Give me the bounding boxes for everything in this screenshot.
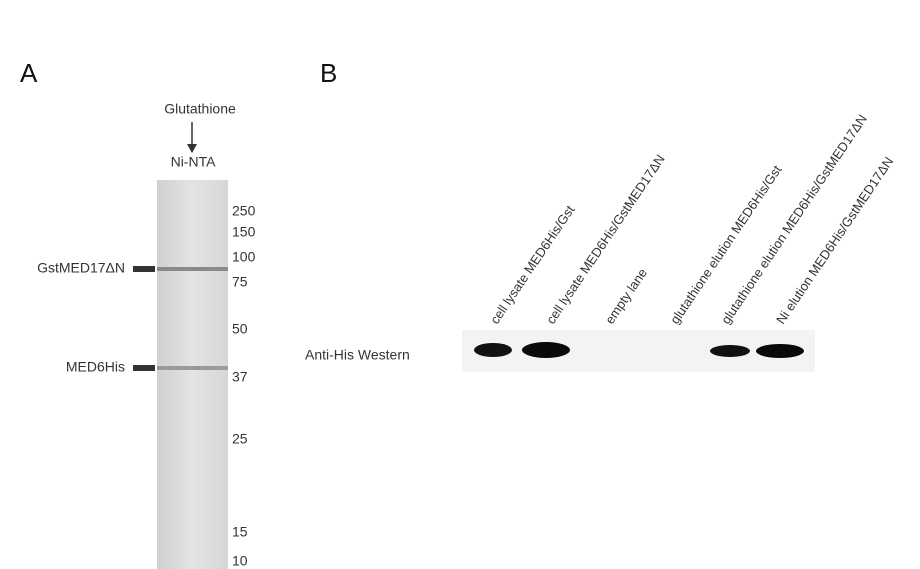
band-marker: [133, 266, 155, 272]
blot-band: [756, 344, 804, 358]
figure: A Glutathione Ni-NTA 250 150 100 75 50 37 25 15…: [0, 0, 920, 569]
band-label: MED6His: [66, 359, 125, 375]
panel-label: A: [20, 58, 38, 88]
blot-band: [522, 342, 570, 358]
gel-band: [157, 267, 228, 271]
arrow-head: [187, 144, 197, 153]
marker-label: 100: [232, 249, 256, 265]
marker-label: 75: [232, 274, 248, 290]
marker-label: 50: [232, 321, 248, 337]
top-label: Ni-NTA: [171, 154, 217, 170]
lane-label: Ni elution MED6His/GstMED17ΔN: [773, 154, 896, 327]
gel-lane: [157, 180, 228, 569]
lane-label: cell lysate MED6His/GstMED17ΔN: [543, 152, 668, 327]
marker-label: 37: [232, 369, 248, 385]
marker-label: 250: [232, 203, 256, 219]
blot-band: [710, 345, 750, 357]
lane-label: empty lane: [602, 266, 650, 327]
gel-band: [157, 366, 228, 370]
top-label: Glutathione: [164, 101, 236, 117]
marker-label: 15: [232, 524, 248, 540]
marker-label: 25: [232, 431, 248, 447]
panel-label: B: [320, 58, 337, 88]
blot-band: [474, 343, 512, 357]
band-label: GstMED17ΔN: [37, 260, 125, 276]
marker-label: 10: [232, 553, 248, 569]
band-marker: [133, 365, 155, 371]
row-label: Anti-His Western: [305, 347, 410, 363]
marker-label: 150: [232, 224, 256, 240]
page: A Glutathione Ni-NTA 250 150 100 75 50 37 25 15…: [0, 0, 920, 569]
